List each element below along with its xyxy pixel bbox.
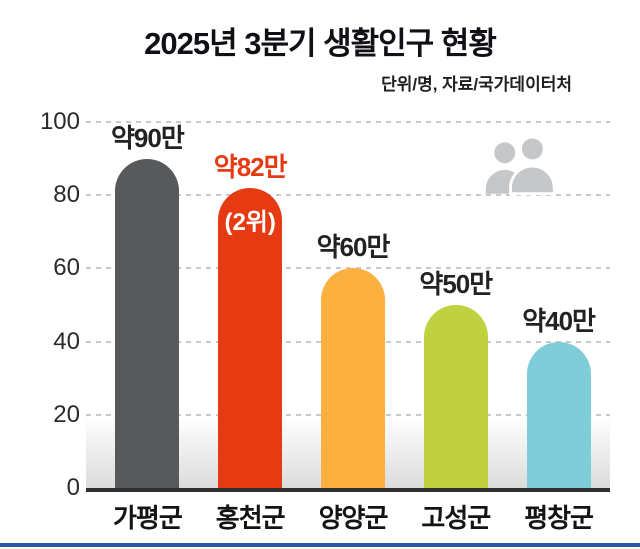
- x-axis-labels: 가평군 홍천군 양양군 고성군 평창군: [96, 498, 610, 534]
- bar-1: [115, 158, 180, 488]
- value-label-2: 약82만: [213, 151, 288, 182]
- value-label-1: 약90만: [111, 122, 185, 153]
- footer-accent-line: [0, 543, 640, 547]
- y-axis-labels: 0 20 40 60 80 100: [12, 108, 80, 501]
- y-axis-tick-0: 0: [66, 474, 80, 501]
- value-label-4: 약50만: [419, 269, 493, 299]
- y-axis-tick-20: 20: [53, 400, 80, 428]
- unit-source-note: 단위/명, 자료/국가데이터처: [381, 75, 572, 94]
- y-axis-tick-80: 80: [53, 181, 80, 209]
- bar-5: [526, 341, 591, 488]
- people-icon: [485, 136, 556, 196]
- bar-2: [218, 187, 283, 488]
- x-axis-line: [86, 488, 610, 492]
- x-axis-label-1: 가평군: [113, 503, 183, 533]
- x-axis-label-4: 고성군: [421, 503, 491, 533]
- x-axis-label-5: 평창군: [524, 503, 594, 533]
- gridline-60: [86, 267, 610, 270]
- x-axis-label-2: 홍천군: [215, 503, 286, 533]
- y-axis-tick-40: 40: [53, 327, 80, 355]
- value-label-5: 약40만: [522, 305, 596, 336]
- bar-rank-annotation: (2위): [224, 208, 276, 236]
- page-title: 2025년 3분기 생활인구 현황: [144, 26, 497, 61]
- y-axis-tick-60: 60: [53, 254, 80, 282]
- x-axis-label-3: 양양군: [318, 503, 389, 533]
- bar-4: [423, 305, 488, 488]
- bar-3: [321, 268, 385, 488]
- gridline-100: [86, 121, 610, 123]
- gridline-80: [86, 194, 610, 197]
- value-label-3: 약60만: [316, 232, 391, 263]
- y-axis-tick-100: 100: [39, 108, 80, 135]
